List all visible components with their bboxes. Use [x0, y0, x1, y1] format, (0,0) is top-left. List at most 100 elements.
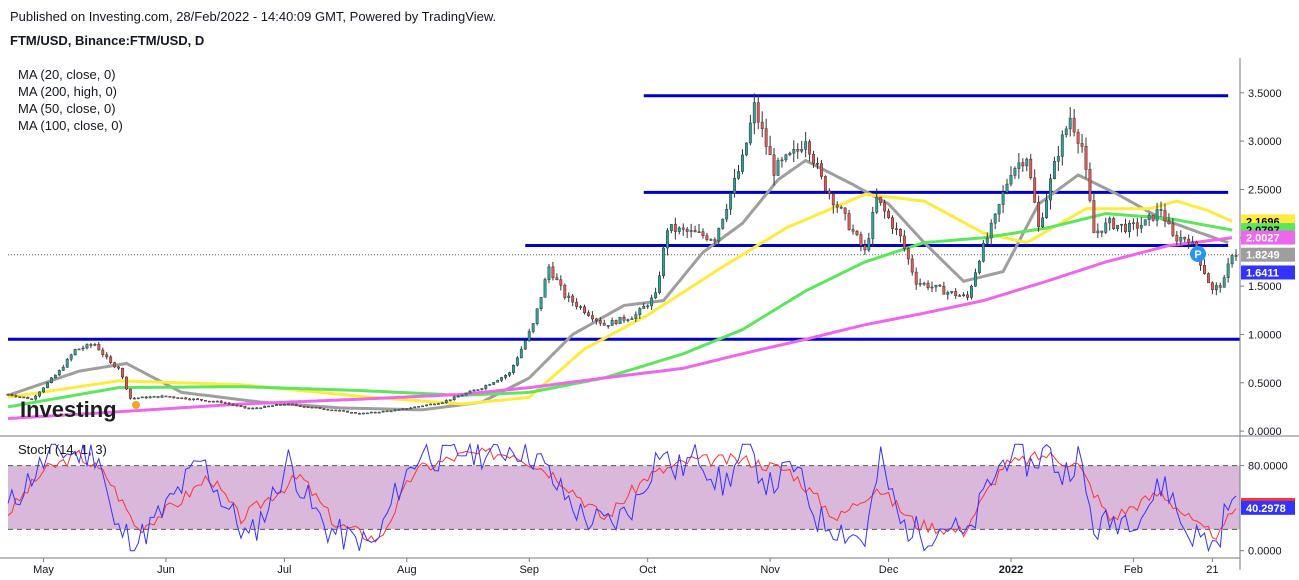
candle-body[interactable] — [780, 159, 784, 162]
p-marker[interactable]: P — [1190, 246, 1206, 262]
candle-body[interactable] — [30, 398, 34, 401]
candle-body[interactable] — [887, 210, 890, 218]
candle-body[interactable] — [808, 141, 812, 155]
candle-body[interactable] — [618, 316, 622, 325]
candle-body[interactable] — [543, 279, 547, 298]
candle-body[interactable] — [215, 400, 219, 403]
candle-body[interactable] — [638, 308, 642, 315]
candle-body[interactable] — [113, 362, 117, 368]
candle-body[interactable] — [859, 234, 863, 246]
candle-body[interactable] — [373, 411, 377, 414]
candle-body[interactable] — [279, 404, 282, 406]
candle-body[interactable] — [946, 292, 950, 295]
ma-legend-item[interactable]: MA (20, close, 0) — [18, 67, 116, 82]
candle-body[interactable] — [938, 284, 942, 287]
candle-body[interactable] — [555, 277, 559, 281]
candle-body[interactable] — [436, 403, 440, 405]
candle-body[interactable] — [397, 409, 401, 411]
candle-body[interactable] — [642, 306, 646, 309]
candle-body[interactable] — [559, 279, 563, 286]
candle-body[interactable] — [484, 385, 488, 389]
candle-body[interactable] — [1183, 237, 1187, 240]
candle-body[interactable] — [835, 204, 839, 208]
candle-body[interactable] — [417, 406, 421, 408]
candle-body[interactable] — [1108, 218, 1112, 224]
price-badge[interactable]: 1.8249 — [1241, 247, 1295, 262]
candle-body[interactable] — [1025, 158, 1029, 167]
candle-body[interactable] — [231, 403, 235, 406]
candle-body[interactable] — [101, 349, 105, 355]
candle-body[interactable] — [168, 396, 172, 398]
candle-body[interactable] — [812, 153, 815, 164]
candle-body[interactable] — [571, 295, 575, 303]
candle-body[interactable] — [1214, 285, 1218, 290]
candle-body[interactable] — [1017, 162, 1021, 169]
candle-body[interactable] — [989, 222, 993, 239]
candle-body[interactable] — [855, 230, 859, 235]
candle-body[interactable] — [1124, 223, 1127, 233]
candle-body[interactable] — [1147, 214, 1151, 220]
candle-body[interactable] — [626, 319, 630, 321]
candle-body[interactable] — [1056, 156, 1060, 162]
candle-body[interactable] — [421, 405, 425, 408]
candle-body[interactable] — [515, 357, 519, 366]
candle-body[interactable] — [85, 344, 89, 349]
candle-body[interactable] — [902, 235, 906, 249]
candle-body[interactable] — [563, 284, 567, 298]
candle-body[interactable] — [192, 398, 196, 401]
candle-body[interactable] — [756, 102, 760, 123]
candle-body[interactable] — [693, 230, 697, 233]
candle-body[interactable] — [358, 413, 361, 415]
candle-body[interactable] — [1033, 177, 1037, 203]
candle-body[interactable] — [1163, 210, 1167, 222]
candle-body[interactable] — [725, 208, 729, 220]
candle-body[interactable] — [598, 320, 602, 324]
candle-body[interactable] — [1226, 263, 1230, 278]
candle-body[interactable] — [535, 308, 539, 324]
candle-body[interactable] — [160, 395, 164, 398]
candle-body[interactable] — [286, 403, 290, 406]
candle-body[interactable] — [207, 400, 211, 403]
candle-body[interactable] — [492, 382, 496, 385]
candle-body[interactable] — [891, 217, 894, 229]
candle-body[interactable] — [847, 213, 851, 230]
candle-body[interactable] — [792, 148, 796, 154]
candle-body[interactable] — [895, 228, 898, 230]
candle-body[interactable] — [851, 229, 855, 232]
candle-body[interactable] — [350, 412, 353, 414]
candle-body[interactable] — [152, 396, 156, 398]
candle-body[interactable] — [733, 178, 736, 194]
candle-body[interactable] — [1210, 282, 1214, 290]
candle-body[interactable] — [429, 403, 432, 406]
candle-body[interactable] — [456, 395, 460, 398]
candle-body[interactable] — [918, 283, 922, 285]
candle-body[interactable] — [567, 295, 571, 298]
candle-body[interactable] — [117, 366, 120, 369]
candle-body[interactable] — [184, 397, 188, 400]
candle-body[interactable] — [1191, 241, 1195, 244]
candle-body[interactable] — [405, 408, 409, 410]
candle-body[interactable] — [721, 218, 725, 229]
candle-body[interactable] — [827, 190, 831, 195]
candle-body[interactable] — [176, 397, 180, 399]
candle-body[interactable] — [1029, 158, 1033, 179]
candle-body[interactable] — [433, 403, 436, 406]
ma-legend-item[interactable]: MA (100, close, 0) — [18, 118, 123, 133]
candle-body[interactable] — [804, 141, 808, 150]
stoch-k-line[interactable] — [7, 442, 1237, 553]
candle-body[interactable] — [326, 409, 330, 411]
candle-body[interactable] — [1143, 219, 1147, 226]
candle-body[interactable] — [650, 297, 654, 307]
candle-body[interactable] — [898, 229, 902, 237]
candle-body[interactable] — [1135, 222, 1139, 229]
candle-body[interactable] — [914, 271, 918, 285]
candle-body[interactable] — [140, 396, 144, 399]
candle-body[interactable] — [318, 407, 322, 409]
candle-body[interactable] — [294, 404, 298, 406]
candle-body[interactable] — [744, 142, 748, 156]
candle-body[interactable] — [22, 396, 26, 399]
candle-body[interactable] — [263, 405, 267, 409]
candle-body[interactable] — [677, 227, 681, 232]
candle-body[interactable] — [125, 376, 128, 390]
candle-body[interactable] — [583, 306, 586, 313]
